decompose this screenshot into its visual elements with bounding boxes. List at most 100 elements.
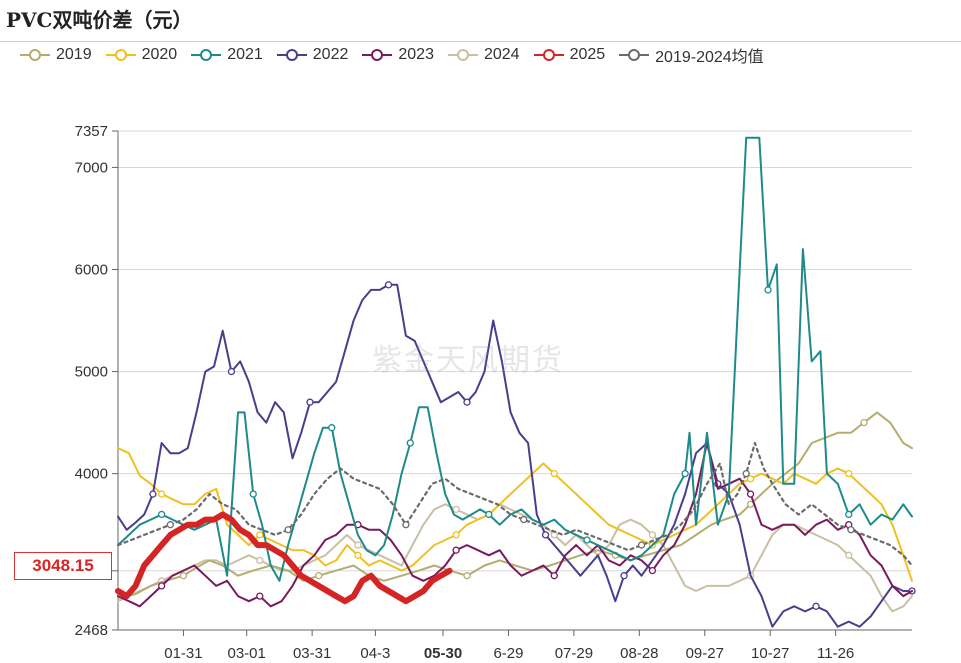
y-tick-label: 6000 <box>75 262 108 279</box>
legend-swatch-icon <box>619 49 650 61</box>
series-point <box>306 398 314 406</box>
series-point <box>812 602 820 610</box>
legend-item[interactable]: 2023 <box>362 46 434 64</box>
legend-swatch-marker <box>114 49 127 61</box>
series-line-2019-2024均值 <box>116 441 914 567</box>
y-tick-label: 7000 <box>75 159 108 176</box>
legend-label: 2021 <box>227 46 263 63</box>
chart-title: PVC双吨价差（元） <box>6 8 193 32</box>
legend-swatch-marker <box>29 49 41 61</box>
x-tick-label: 03-31 <box>293 645 331 662</box>
series-point <box>485 510 493 519</box>
legend-swatch-icon <box>105 49 136 61</box>
current-value-label: 3048.15 <box>14 552 112 580</box>
series-point <box>550 572 558 580</box>
series-point <box>452 505 460 514</box>
series-point <box>637 541 646 549</box>
y-axis: 2468 4000 5000 6000 7000 7357 <box>75 123 119 639</box>
legend-label: 2023 <box>398 46 434 63</box>
title-divider <box>0 41 961 42</box>
x-axis: 01-31 03-01 03-31 04-3 05-30 6-29 07-29 08-28 09… <box>118 629 912 662</box>
legend-item[interactable]: 2019-2024均值 <box>619 43 764 67</box>
series-point <box>583 536 591 544</box>
legend-swatch-icon <box>191 49 222 61</box>
series-point <box>354 551 362 559</box>
x-tick-label: 01-31 <box>164 645 202 662</box>
series-point <box>845 551 853 559</box>
legend-label: 2022 <box>312 46 349 63</box>
series-point <box>354 541 362 549</box>
series-point <box>227 367 236 376</box>
series-line-2021 <box>117 136 913 582</box>
series-point <box>681 469 689 478</box>
series-lines <box>115 136 916 628</box>
legend-swatch-icon <box>20 49 50 61</box>
series-point <box>746 490 755 498</box>
series-point <box>452 531 460 539</box>
legend-label: 2019 <box>56 46 92 63</box>
legend-item[interactable]: 2019 <box>20 46 92 64</box>
legend-item[interactable]: 2021 <box>191 46 263 64</box>
series-point <box>550 531 558 539</box>
series-point <box>463 572 471 580</box>
legend-item[interactable]: 2020 <box>105 46 177 64</box>
legend-swatch-icon <box>276 49 307 61</box>
series-point <box>328 424 336 432</box>
series-line-2022 <box>117 283 913 628</box>
x-tick-label: 05-30 <box>424 645 462 662</box>
legend-label: 2019-2024均值 <box>655 49 764 66</box>
series-point <box>256 531 264 539</box>
series-point <box>648 566 657 575</box>
series-point <box>402 521 410 529</box>
x-tick-label: 11-26 <box>817 645 854 662</box>
series-point <box>847 526 855 534</box>
watermark: 紫金天风期货 <box>372 343 564 378</box>
legend-swatch-icon <box>362 49 393 61</box>
y-tick-label: 5000 <box>75 364 108 381</box>
x-tick-label: 07-29 <box>555 645 593 662</box>
series-point <box>149 490 157 498</box>
series-point <box>157 510 166 519</box>
legend-swatch-icon <box>533 49 564 61</box>
legend-swatch-marker <box>371 49 384 61</box>
x-tick-label: 04-3 <box>360 645 390 662</box>
legend-item[interactable]: 2022 <box>276 46 349 64</box>
series-point <box>648 531 657 539</box>
series-point <box>249 490 257 498</box>
series-point <box>845 469 853 478</box>
legend-label: 2025 <box>569 46 606 63</box>
x-tick-label: 09-27 <box>686 645 724 662</box>
y-tick-label: 4000 <box>75 466 108 483</box>
series-point <box>746 475 755 483</box>
series-line-2025 <box>115 511 453 605</box>
series-line-2020 <box>117 447 913 582</box>
legend-label: 2024 <box>483 46 520 63</box>
series-point <box>315 572 323 580</box>
y-tick-label: 7357 <box>75 123 108 140</box>
series-point <box>256 556 264 565</box>
x-tick-label: 03-01 <box>228 645 266 662</box>
x-tick-label: 10-27 <box>751 645 789 662</box>
series-point <box>463 398 471 406</box>
series-point <box>845 510 853 519</box>
series-point <box>256 592 264 600</box>
series-point <box>179 572 188 580</box>
series-point <box>157 490 166 498</box>
series-point <box>452 546 460 554</box>
series-point <box>860 418 868 427</box>
series-line-2019 <box>117 411 913 600</box>
series-point <box>620 572 628 580</box>
series-line-2023 <box>117 442 913 608</box>
grid-lines <box>118 130 912 631</box>
x-tick-label: 6-29 <box>493 645 523 662</box>
legend-swatch-icon <box>447 49 478 61</box>
y-tick-label: 2468 <box>75 622 108 639</box>
series-point <box>520 515 528 524</box>
legend-swatch-marker <box>628 49 641 61</box>
legend-swatch-marker <box>200 49 213 61</box>
series-point <box>764 286 772 294</box>
series-point <box>541 531 550 539</box>
legend-item[interactable]: 2025 <box>533 46 606 64</box>
legend-item[interactable]: 2024 <box>447 46 520 64</box>
legend-swatch-marker <box>456 49 469 61</box>
